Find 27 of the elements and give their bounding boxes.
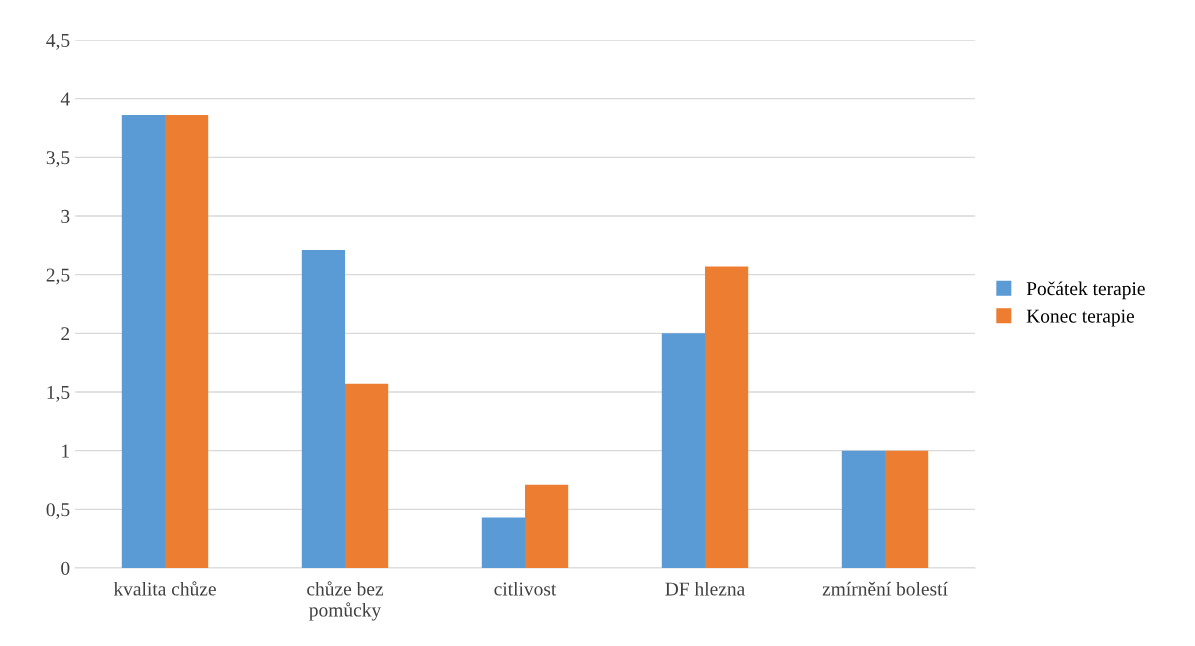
y-tick-label: 3,5: [46, 151, 70, 168]
bar: [165, 115, 209, 568]
y-tick-label: 3: [61, 209, 70, 223]
y-tick-label: 1: [62, 444, 69, 458]
bar: [661, 333, 705, 568]
y-tick-label: 4,5: [46, 33, 70, 50]
y-tick-label: 2,5: [46, 268, 70, 285]
x-tick-label: citlivost: [494, 581, 557, 596]
bar: [841, 450, 885, 568]
y-tick-label: 0,5: [46, 503, 70, 520]
legend-label: Počátek terapie: [1026, 281, 1145, 300]
bar: [525, 484, 569, 568]
x-tick-label: zmírnění bolestí: [822, 581, 948, 596]
x-tick-label: DF hlezna: [665, 581, 745, 596]
bar: [885, 450, 929, 568]
x-tick-label: chůze bez pomůcky: [307, 581, 384, 621]
y-tick-label: 2: [61, 327, 70, 341]
y-tick-label: 1,5: [47, 385, 70, 402]
y-tick-label: 0: [61, 561, 70, 575]
bar: [301, 250, 345, 568]
bar: [121, 115, 165, 568]
y-tick-label: 4: [60, 92, 70, 106]
legend-label: Konec terapie: [1026, 309, 1134, 327]
bar: [705, 266, 749, 568]
bar: [345, 383, 389, 568]
x-tick-label: kvalita chůze: [113, 581, 216, 596]
bar: [481, 517, 525, 568]
